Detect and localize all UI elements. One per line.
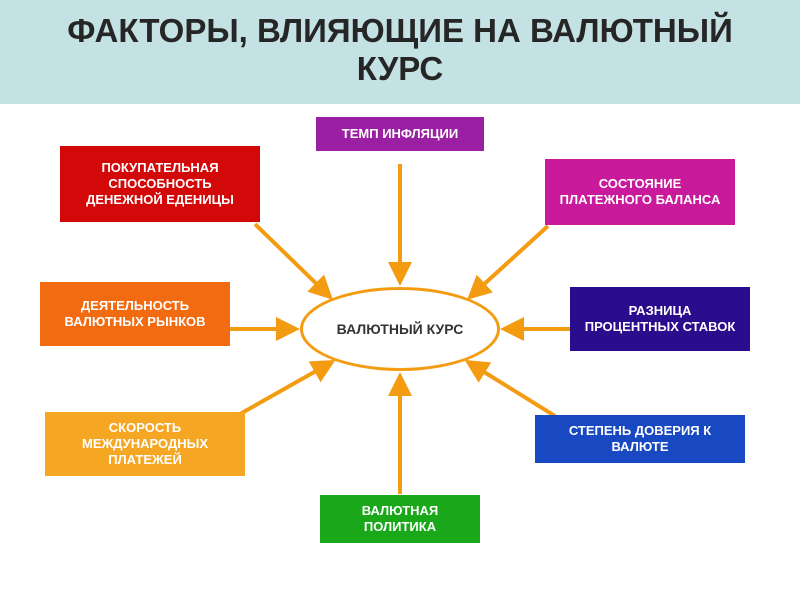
arrow-balance <box>470 226 548 297</box>
factor-rates: РАЗНИЦА ПРОЦЕНТНЫХ СТАВОК <box>570 287 750 351</box>
arrow-speed <box>240 362 332 414</box>
factor-purchasing: ПОКУПАТЕЛЬНАЯ СПОСОБНОСТЬ ДЕНЕЖНОЙ ЕДЕНИ… <box>60 146 260 222</box>
factor-markets: ДЕЯТЕЛЬНОСТЬ ВАЛЮТНЫХ РЫНКОВ <box>40 282 230 346</box>
factor-speed: СКОРОСТЬ МЕЖДУНАРОДНЫХ ПЛАТЕЖЕЙ <box>45 412 245 476</box>
arrow-purchasing <box>255 224 330 297</box>
page-title: ФАКТОРЫ, ВЛИЯЮЩИЕ НА ВАЛЮТНЫЙ КУРС <box>0 0 800 104</box>
factor-trust: СТЕПЕНЬ ДОВЕРИЯ К ВАЛЮТЕ <box>535 415 745 463</box>
arrow-trust <box>468 362 555 416</box>
factor-inflation: ТЕМП ИНФЛЯЦИИ <box>316 117 484 151</box>
factor-policy: ВАЛЮТНАЯ ПОЛИТИКА <box>320 495 480 543</box>
diagram-canvas: ВАЛЮТНЫЙ КУРС ТЕМП ИНФЛЯЦИИ ПОКУПАТЕЛЬНАЯ… <box>0 104 800 584</box>
center-label: ВАЛЮТНЫЙ КУРС <box>337 321 464 337</box>
center-node: ВАЛЮТНЫЙ КУРС <box>300 287 500 371</box>
factor-balance: СОСТОЯНИЕ ПЛАТЕЖНОГО БАЛАНСА <box>545 159 735 225</box>
